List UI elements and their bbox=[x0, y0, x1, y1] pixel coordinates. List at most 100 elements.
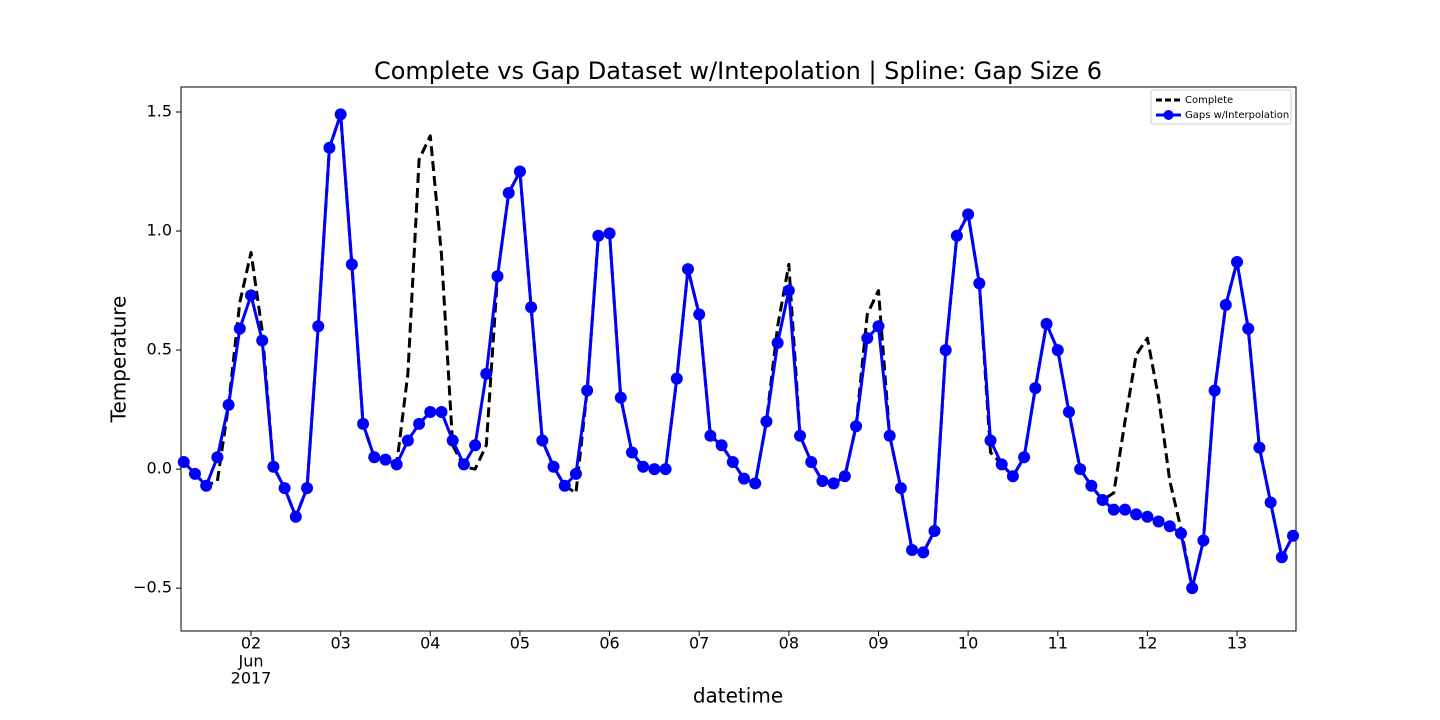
data-point bbox=[536, 434, 549, 447]
data-point bbox=[1051, 344, 1064, 357]
data-point bbox=[973, 277, 986, 290]
legend-label: Gaps w/Interpolation bbox=[1185, 110, 1289, 121]
data-point bbox=[334, 108, 347, 121]
data-point bbox=[659, 463, 672, 476]
data-point bbox=[670, 372, 683, 385]
data-point bbox=[1219, 298, 1232, 311]
data-point bbox=[850, 420, 863, 433]
data-point bbox=[491, 270, 504, 283]
data-point bbox=[693, 308, 706, 321]
y-tick-label: 0.0 bbox=[147, 459, 172, 478]
legend-label: Complete bbox=[1185, 95, 1233, 106]
data-point bbox=[569, 467, 582, 480]
data-point bbox=[345, 258, 358, 271]
data-point bbox=[177, 455, 190, 468]
data-point bbox=[424, 405, 437, 418]
x-tick-label: 08 bbox=[779, 634, 799, 653]
data-point bbox=[357, 417, 370, 430]
data-point bbox=[771, 336, 784, 349]
data-point bbox=[760, 415, 773, 428]
data-point bbox=[872, 320, 885, 333]
series-line bbox=[182, 112, 1295, 590]
data-point bbox=[1006, 470, 1019, 483]
data-point bbox=[917, 546, 930, 559]
data-point bbox=[301, 482, 314, 495]
legend-box bbox=[1150, 89, 1292, 125]
data-point bbox=[558, 479, 571, 492]
x-tick-label: 11 bbox=[1048, 634, 1068, 653]
data-point bbox=[1287, 529, 1300, 542]
data-point bbox=[188, 467, 201, 480]
data-point bbox=[950, 229, 963, 242]
data-point bbox=[379, 453, 392, 466]
x-tick-label: 06 bbox=[599, 634, 619, 653]
data-point bbox=[1242, 322, 1255, 335]
data-point bbox=[278, 482, 291, 495]
data-point bbox=[715, 439, 728, 452]
data-point bbox=[1130, 508, 1143, 521]
data-point bbox=[1197, 534, 1210, 547]
data-point bbox=[794, 429, 807, 442]
data-point bbox=[681, 263, 694, 276]
data-point bbox=[312, 320, 325, 333]
data-point bbox=[1163, 520, 1176, 533]
data-point bbox=[603, 227, 616, 240]
plot-frame bbox=[180, 86, 1297, 632]
x-tick-label: 07 bbox=[689, 634, 709, 653]
data-point bbox=[480, 367, 493, 380]
data-point bbox=[256, 334, 269, 347]
data-point bbox=[1208, 384, 1221, 397]
data-point bbox=[995, 458, 1008, 471]
y-tick-label: 1.0 bbox=[147, 221, 172, 240]
data-point bbox=[838, 470, 851, 483]
y-tick-label: 0.5 bbox=[147, 340, 172, 359]
data-point bbox=[625, 446, 638, 459]
data-point bbox=[861, 332, 874, 345]
y-tick-label: −0.5 bbox=[133, 578, 172, 597]
y-tick-label: 1.5 bbox=[147, 101, 172, 120]
data-point bbox=[368, 451, 381, 464]
data-point bbox=[547, 460, 560, 473]
data-point bbox=[939, 344, 952, 357]
data-point bbox=[446, 434, 459, 447]
x-tick-label: 04 bbox=[420, 634, 440, 653]
data-point bbox=[1152, 515, 1165, 528]
x-tick-label: 13 bbox=[1227, 634, 1247, 653]
chart-title: Complete vs Gap Dataset w/Intepolation |… bbox=[374, 57, 1102, 85]
data-point bbox=[805, 455, 818, 468]
data-point bbox=[894, 482, 907, 495]
data-point bbox=[233, 322, 246, 335]
data-point bbox=[502, 186, 515, 199]
data-point bbox=[827, 477, 840, 490]
data-point bbox=[637, 460, 650, 473]
data-point bbox=[738, 472, 751, 485]
y-axis-label: Temperature bbox=[107, 296, 131, 424]
data-point bbox=[782, 284, 795, 297]
data-point bbox=[1264, 496, 1277, 509]
data-point bbox=[289, 510, 302, 523]
data-point bbox=[1040, 317, 1053, 330]
x-tick-label: 09 bbox=[868, 634, 888, 653]
data-point bbox=[1141, 510, 1154, 523]
x-tick-sublabel: Jun bbox=[238, 652, 264, 671]
x-tick-label: 12 bbox=[1137, 634, 1157, 653]
data-point bbox=[592, 229, 605, 242]
data-point bbox=[390, 458, 403, 471]
data-point bbox=[1253, 441, 1266, 454]
data-point bbox=[1018, 451, 1031, 464]
x-tick-label: 05 bbox=[510, 634, 530, 653]
data-point bbox=[648, 463, 661, 476]
data-point bbox=[704, 429, 717, 442]
data-point bbox=[749, 477, 762, 490]
data-point bbox=[457, 458, 470, 471]
data-point bbox=[267, 460, 280, 473]
data-point bbox=[1029, 382, 1042, 395]
data-point bbox=[816, 475, 829, 488]
data-point bbox=[1275, 551, 1288, 564]
data-point bbox=[883, 429, 896, 442]
data-point bbox=[413, 417, 426, 430]
data-point bbox=[245, 289, 258, 302]
data-point bbox=[469, 439, 482, 452]
